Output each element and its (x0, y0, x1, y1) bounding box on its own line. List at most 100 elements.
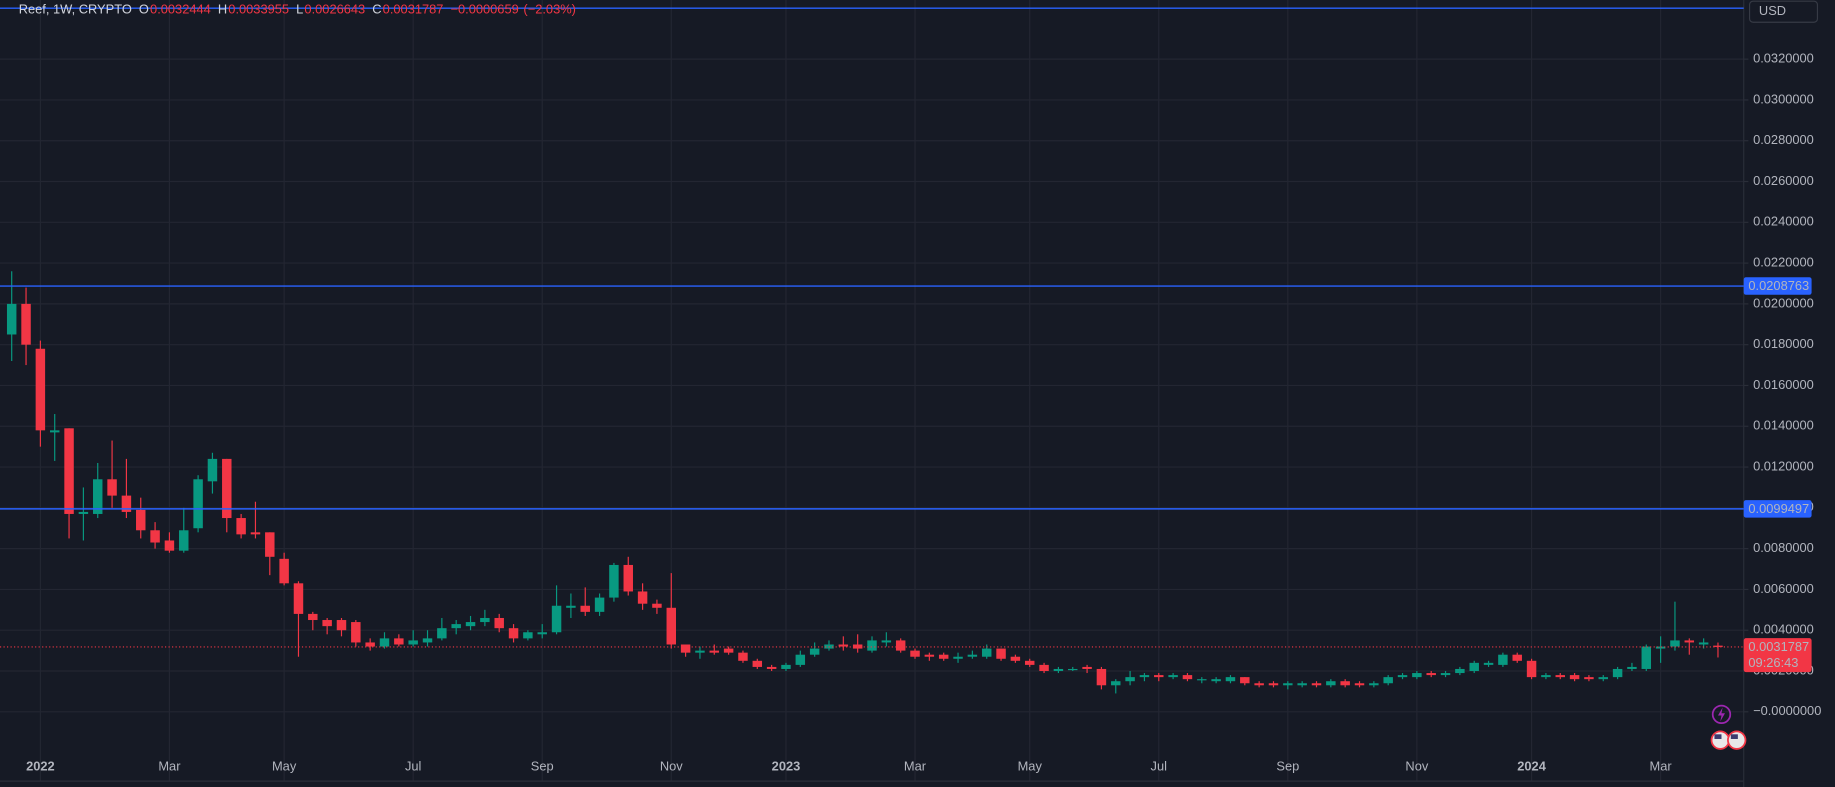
change-percent: (−2.03%) (523, 2, 576, 17)
y-tick-label: 0.0120000 (1753, 458, 1814, 473)
candle-body (752, 660, 763, 667)
countdown: 09:26:43 (1748, 655, 1798, 670)
candle-body (1326, 681, 1336, 686)
candle-body (1698, 642, 1709, 645)
candle-body (179, 530, 189, 551)
candle-body (121, 495, 132, 512)
ohlc-value: 0.0032444 (150, 2, 211, 17)
candle-body (1498, 654, 1508, 665)
lightning-icon[interactable] (1711, 704, 1732, 725)
y-tick-label: 0.0280000 (1753, 132, 1814, 147)
candle-body (394, 638, 404, 645)
candle-body (1440, 673, 1451, 676)
candle-body (910, 650, 920, 657)
candle-body (781, 664, 791, 669)
flag-icon[interactable] (1727, 730, 1747, 750)
candle-body (236, 518, 246, 535)
flag-icon[interactable] (1710, 730, 1730, 750)
candle-body (279, 558, 289, 584)
x-tick-label: Nov (660, 758, 683, 773)
header: Reef, 1W, CRYPTO O0.0032444 H0.0033955 L0.0… (19, 2, 576, 17)
candle-body (1383, 677, 1393, 684)
candle-body (1111, 681, 1121, 686)
candle-body (322, 620, 332, 627)
y-tick-label: 0.0300000 (1753, 91, 1814, 106)
candle-body (1641, 646, 1652, 669)
ohlc-value: 0.0033955 (228, 2, 289, 17)
x-tick-label: Sep (1276, 758, 1299, 773)
candle-body (938, 654, 949, 659)
candle-body (78, 511, 89, 514)
candle-body (1268, 683, 1279, 686)
candle-body (1168, 675, 1178, 678)
candle-body (709, 650, 720, 653)
candle-body (437, 628, 447, 639)
candle-body (1311, 683, 1322, 686)
last-price-label: 0.0031787 (1748, 639, 1809, 654)
candle-body (666, 607, 677, 645)
candle-body (164, 540, 175, 551)
flag-canton (1730, 734, 1738, 739)
y-tick-label: 0.0260000 (1753, 173, 1814, 188)
candle-body (1555, 675, 1565, 678)
candle-body (1096, 668, 1107, 686)
candle-body (795, 654, 806, 665)
candles (6, 271, 1723, 694)
currency-box[interactable] (1748, 0, 1819, 23)
candle-body (1082, 666, 1092, 669)
candle-body (308, 613, 318, 621)
candle-body (49, 430, 60, 433)
candle-body (967, 654, 978, 657)
candle-body (451, 624, 461, 629)
candle-body (1397, 675, 1408, 678)
candle-body (1569, 675, 1580, 680)
change: −0.0000659 (450, 2, 518, 17)
last-price-box (1743, 638, 1812, 673)
candle-body (250, 532, 261, 535)
candle-body (1369, 683, 1379, 686)
candle-body (680, 644, 691, 653)
candle-body (537, 632, 547, 635)
y-tick-label: 0.0140000 (1753, 418, 1814, 433)
candle-body (1125, 677, 1135, 682)
candle-body (809, 648, 820, 655)
candle-body (652, 603, 662, 608)
candle-body (1412, 673, 1422, 678)
candle-body (1225, 677, 1236, 682)
candle-body (723, 648, 734, 653)
candle-body (1068, 668, 1078, 671)
icons (1710, 704, 1747, 750)
candle-body (64, 428, 74, 514)
x-tick-label: Mar (904, 758, 927, 773)
y-tick-label: 0.0180000 (1753, 336, 1814, 351)
candle-body (150, 530, 160, 543)
ohlc-value: 0.0026643 (304, 2, 365, 17)
candle-body (953, 656, 963, 659)
candle-body (609, 564, 619, 598)
candle-body (881, 640, 892, 643)
candle-body (1469, 662, 1479, 672)
candle-body (136, 509, 146, 531)
y-tick-label: 0.0160000 (1753, 377, 1814, 392)
candle-body (1584, 677, 1594, 680)
candle-body (637, 591, 648, 604)
candle-body (996, 648, 1006, 659)
candle-body (1240, 677, 1250, 684)
candle-body (1340, 681, 1350, 686)
candle-body (1455, 668, 1465, 674)
x-tick-label: 2022 (26, 758, 55, 773)
candle-body (293, 583, 304, 614)
candle-body (623, 564, 633, 592)
candle-body (207, 458, 218, 482)
candle-body (222, 458, 232, 519)
candle-body (1039, 664, 1049, 672)
candle-body (1713, 645, 1723, 647)
candle-body (1154, 675, 1164, 678)
candle-body (494, 617, 504, 629)
candle-body (379, 638, 390, 647)
candle-body (465, 622, 476, 627)
symbol: Reef, 1W, CRYPTO (19, 2, 132, 17)
candle-body (1283, 683, 1293, 686)
candle-body (924, 654, 935, 657)
